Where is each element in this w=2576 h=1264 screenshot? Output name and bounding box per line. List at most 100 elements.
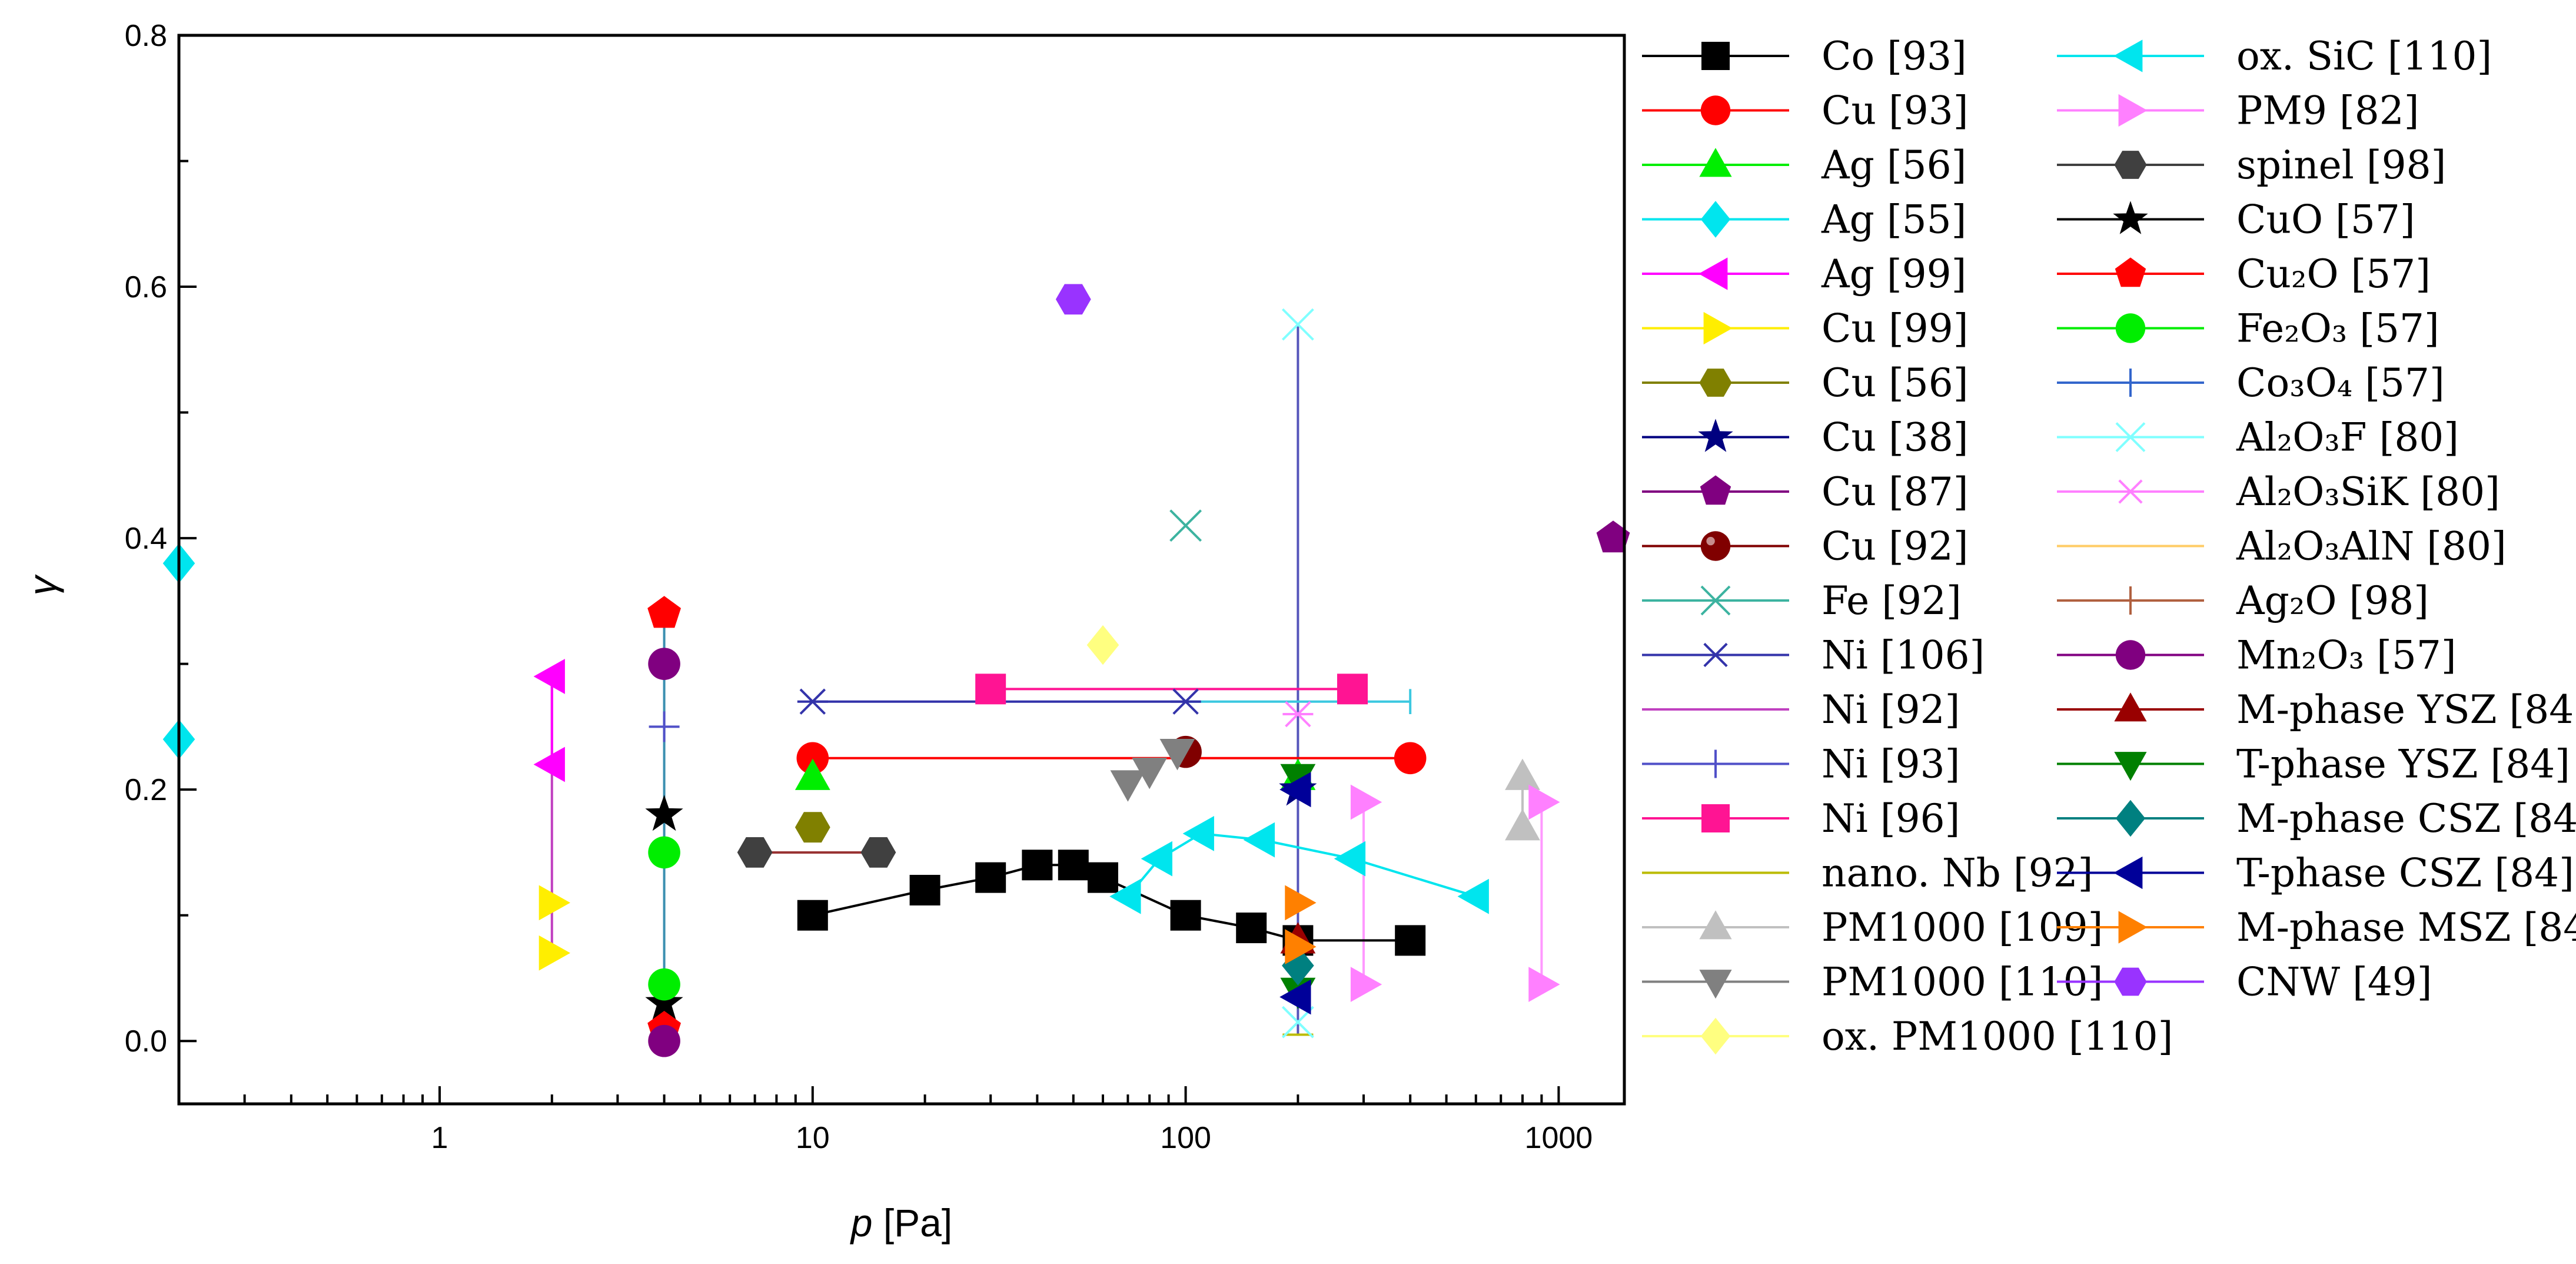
legend-label: Mn₂O₃ [57] bbox=[2236, 633, 2457, 678]
legend-marker bbox=[1701, 749, 1730, 778]
legend-item-pm1000-109: PM1000 [109] bbox=[1642, 905, 2103, 950]
data-point-co-93 bbox=[1236, 913, 1267, 944]
legend-item-nano-nb-92: nano. Nb [92] bbox=[1642, 851, 2093, 896]
y-tick-label: 0.6 bbox=[125, 270, 167, 304]
legend-item-al2o3sik-80: Al₂O₃SiK [80] bbox=[2057, 469, 2500, 515]
legend-item-fe2o3-57: Fe₂O₃ [57] bbox=[2057, 306, 2439, 351]
legend-label: Cu [38] bbox=[1822, 415, 1968, 460]
legend-item-al2o3f-80: Al₂O₃F [80] bbox=[2057, 415, 2459, 460]
x-tick-label: 1 bbox=[431, 1121, 448, 1155]
legend-item-fe-92: Fe [92] bbox=[1642, 578, 1962, 623]
legend-marker bbox=[2118, 94, 2148, 127]
legend-item-co-93: Co [93] bbox=[1642, 34, 1967, 79]
data-point-t-phase-csz-84 bbox=[1279, 772, 1311, 808]
legend-marker bbox=[2116, 586, 2145, 615]
data-point-co-93 bbox=[1087, 862, 1118, 893]
legend: Co [93] Cu [93] Ag [56] Ag [55] Ag [99] Cu [9… bbox=[1642, 34, 2576, 1059]
legend-item-ag-55: Ag [55] bbox=[1642, 197, 1966, 243]
data-point-pm9-82 bbox=[1350, 967, 1382, 1003]
data-point-fe2o3-57 bbox=[648, 836, 680, 869]
data-point-ox-pm1000-110 bbox=[1086, 625, 1119, 665]
legend-marker bbox=[2113, 39, 2143, 72]
data-point-cu-87 bbox=[1596, 520, 1630, 553]
data-point-ni-106 bbox=[1170, 688, 1201, 715]
legend-item-mn2o3-57: Mn₂O₃ [57] bbox=[2057, 633, 2457, 678]
legend-label: Al₂O₃SiK [80] bbox=[2236, 469, 2500, 515]
data-point-m-phase-msz-84 bbox=[1285, 885, 1317, 921]
data-point-t-phase-csz-84 bbox=[1279, 979, 1311, 1015]
legend-marker bbox=[1699, 257, 1728, 290]
data-point-pm1000-109 bbox=[1505, 758, 1540, 790]
legend-item-cnw-49: CNW [49] bbox=[2057, 960, 2432, 1005]
legend-item-cu-99: Cu [99] bbox=[1642, 306, 1968, 351]
data-point-ag-99 bbox=[533, 747, 565, 782]
legend-item-pm9-82: PM9 [82] bbox=[2057, 88, 2419, 134]
x-axis-ticks: 1 10 100 1000 bbox=[178, 1086, 1593, 1155]
data-point-co-93 bbox=[1022, 850, 1053, 881]
data-point-pm9-82 bbox=[1528, 784, 1560, 820]
data-point-fe2o3-57 bbox=[648, 968, 680, 1001]
data-point-cu-99 bbox=[539, 935, 570, 971]
data-point-cu2o-57 bbox=[647, 596, 681, 628]
legend-label: M-phase YSZ [84] bbox=[2236, 687, 2576, 732]
legend-label: spinel [98] bbox=[2236, 142, 2446, 188]
legend-marker bbox=[2113, 856, 2143, 890]
legend-marker bbox=[1699, 910, 1732, 940]
legend-item-cu-38: Cu [38] bbox=[1642, 415, 1968, 460]
data-point-pm9-82 bbox=[1350, 784, 1382, 820]
legend-item-cu-87: Cu [87] bbox=[1642, 469, 1968, 515]
legend-marker bbox=[2115, 422, 2146, 452]
data-point-mn2o3-57 bbox=[648, 648, 680, 680]
legend-item-spinel-98: spinel [98] bbox=[2057, 142, 2446, 188]
data-point-cuo-57 bbox=[645, 795, 683, 831]
legend-label: M-phase MSZ [84] bbox=[2236, 905, 2576, 950]
data-point-ni-93 bbox=[649, 711, 680, 742]
legend-marker bbox=[1699, 369, 1732, 397]
legend-label: PM1000 [109] bbox=[1822, 905, 2103, 950]
legend-item-ox-pm1000-110: ox. PM1000 [110] bbox=[1642, 1014, 2173, 1059]
data-point-pm1000-110 bbox=[1110, 770, 1146, 802]
y-tick-label: 0.4 bbox=[125, 522, 167, 556]
legend-item-ni-106: Ni [106] bbox=[1642, 633, 1985, 678]
data-point-pm9-82 bbox=[1528, 967, 1560, 1003]
data-point-ox-sic-110 bbox=[1141, 841, 1172, 877]
data-point-co-93 bbox=[797, 900, 828, 931]
legend-label: ox. PM1000 [110] bbox=[1822, 1014, 2173, 1059]
legend-marker bbox=[2116, 479, 2145, 504]
data-point-cu-99 bbox=[539, 885, 570, 921]
data-point-ox-sic-110 bbox=[1334, 841, 1366, 877]
legend-label: Ag [99] bbox=[1821, 251, 1966, 297]
legend-label: T-phase YSZ [84] bbox=[2236, 742, 2570, 787]
legend-label: Cu [99] bbox=[1822, 306, 1968, 351]
legend-item-m-phase-msz-84: M-phase MSZ [84] bbox=[2057, 905, 2576, 950]
y-tick-label: 0.8 bbox=[125, 19, 167, 53]
legend-label: Ni [106] bbox=[1822, 633, 1985, 678]
legend-marker bbox=[1700, 531, 1731, 561]
legend-label: nano. Nb [92] bbox=[1822, 851, 2093, 896]
legend-item-ag2o-98: Ag₂O [98] bbox=[2057, 578, 2429, 623]
legend-label: Cu [87] bbox=[1822, 469, 1968, 515]
legend-item-m-phase-csz-84: M-phase CSZ [84] bbox=[2057, 796, 2576, 841]
legend-label: Ni [93] bbox=[1822, 742, 1960, 787]
legend-marker bbox=[1703, 311, 1733, 345]
data-point-co-93 bbox=[909, 875, 940, 905]
legend-item-ag-99: Ag [99] bbox=[1642, 251, 1966, 297]
legend-label: PM1000 [110] bbox=[1822, 960, 2103, 1005]
y-axis-ticks: 0.0 0.2 0.4 0.6 0.8 bbox=[125, 19, 197, 1059]
data-point-ni-96 bbox=[975, 674, 1006, 705]
data-point-cu-93 bbox=[1394, 742, 1427, 775]
legend-label: Fe [92] bbox=[1822, 578, 1962, 623]
legend-item-ni-93: Ni [93] bbox=[1642, 742, 1960, 787]
data-point-mn2o3-57 bbox=[648, 1024, 680, 1057]
legend-label: ox. SiC [110] bbox=[2236, 34, 2492, 79]
legend-label: CNW [49] bbox=[2236, 960, 2432, 1005]
legend-label: Al₂O₃F [80] bbox=[2236, 415, 2459, 460]
data-point-m-phase-csz-84 bbox=[1282, 945, 1314, 986]
legend-marker bbox=[1699, 148, 1732, 177]
legend-label: Cu [56] bbox=[1822, 360, 1968, 406]
legend-label: PM9 [82] bbox=[2236, 88, 2419, 134]
plot-frame bbox=[177, 34, 1626, 1106]
data-point-co-93 bbox=[1058, 850, 1089, 881]
legend-marker bbox=[2118, 911, 2148, 944]
